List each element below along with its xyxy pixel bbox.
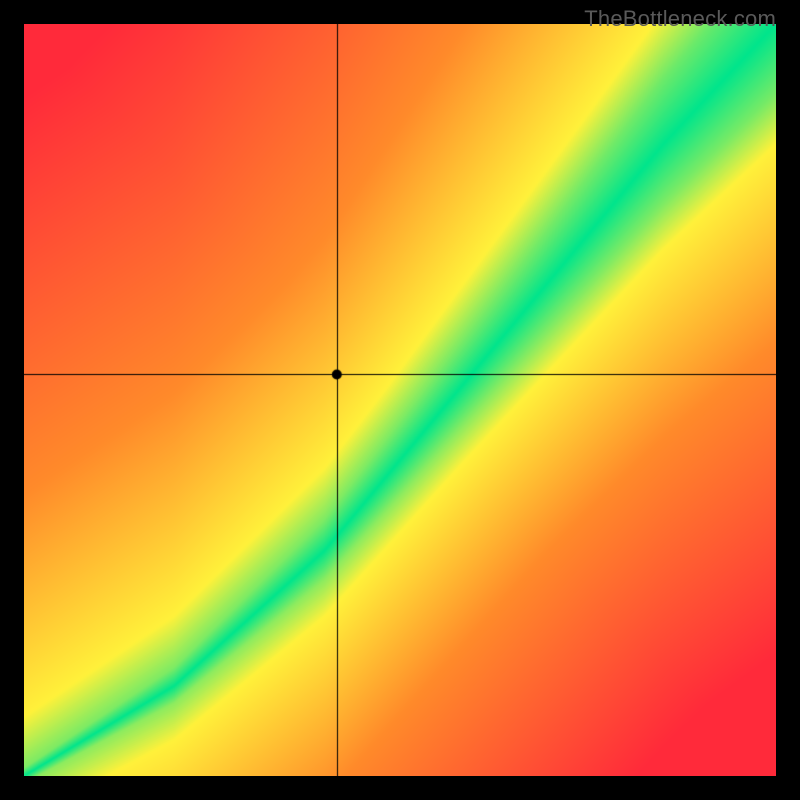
watermark-text: TheBottleneck.com — [584, 6, 776, 32]
plot-area — [24, 24, 776, 776]
chart-container: TheBottleneck.com — [0, 0, 800, 800]
bottleneck-heatmap — [24, 24, 776, 776]
